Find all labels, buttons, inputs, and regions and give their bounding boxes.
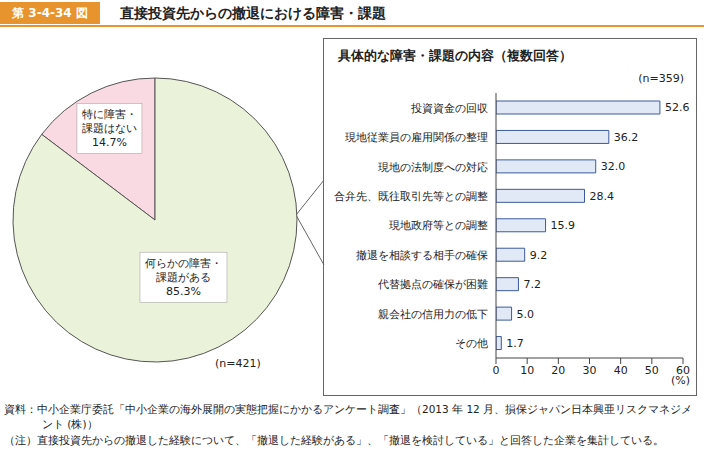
svg-text:32.0: 32.0 [601,160,626,173]
svg-text:何らかの障害・課題がある85.3%: 何らかの障害・課題がある85.3% [145,257,222,298]
svg-text:0: 0 [493,364,500,377]
svg-text:現地政府等との調整: 現地政府等との調整 [389,219,488,232]
svg-text:36.2: 36.2 [614,131,639,144]
svg-text:1.7: 1.7 [506,337,524,350]
svg-text:その他: その他 [455,337,488,350]
svg-text:50: 50 [645,364,659,377]
html-text:(n=421): (n=421) [215,357,261,370]
svg-text:60: 60 [676,363,690,377]
svg-text:7.2: 7.2 [523,278,541,291]
html-text:具体的な障害・課題の内容（複数回答）: 具体的な障害・課題の内容（複数回答） [338,48,572,63]
svg-text:52.6: 52.6 [665,101,690,114]
html-text:第 3-4-34 図: 第 3-4-34 図 [12,6,88,20]
svg-text:5.0: 5.0 [517,308,535,321]
svg-text:特に障害・課題はない14.7%: 特に障害・課題はない14.7% [82,108,137,149]
svg-text:代替拠点の確保が困難: 代替拠点の確保が困難 [377,278,488,291]
svg-text:撤退を相談する相手の確保: 撤退を相談する相手の確保 [356,249,488,262]
svg-text:30: 30 [583,364,597,377]
svg-text:20: 20 [551,364,565,377]
svg-text:現地の法制度への対応: 現地の法制度への対応 [378,161,488,174]
svg-text:合弁先、既往取引先等との調整: 合弁先、既往取引先等との調整 [334,190,488,203]
svg-text:10: 10 [520,364,534,377]
svg-text:親会社の信用力の低下: 親会社の信用力の低下 [378,308,488,321]
svg-text:現地従業員の雇用関係の整理: 現地従業員の雇用関係の整理 [345,131,488,144]
svg-text:9.2: 9.2 [530,249,548,262]
svg-text:15.9: 15.9 [551,219,576,232]
html-text:(n=359): (n=359) [638,72,684,85]
html-text:資料：中小企業庁委託「中小企業の海外展開の実態把握にかかるア: 資料：中小企業庁委託「中小企業の海外展開の実態把握にかかるアンケート調査」（20… [4,403,693,430]
html-text:直接投資先からの撤退における障害・課題: 直接投資先からの撤退における障害・課題 [120,5,386,21]
svg-text:40: 40 [614,364,628,377]
svg-text:投資資金の回収: 投資資金の回収 [410,102,488,115]
svg-text:28.4: 28.4 [590,190,615,203]
html-text:（注）直接投資先からの撤退した経験について、「撤退した経験が: （注）直接投資先からの撤退した経験について、「撤退した経験がある」、「撤退を検討… [4,434,664,446]
